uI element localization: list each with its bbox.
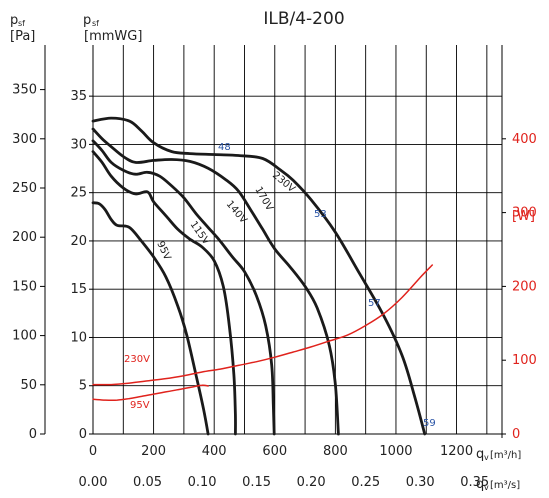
y-outer-symbol: p: [10, 13, 18, 28]
y-inner-tick-2: 10: [70, 330, 87, 345]
x-top-tick-2: 400: [202, 444, 227, 459]
x-top-subscript: v: [484, 453, 489, 462]
x-bottom-tick-1: 0.05: [133, 475, 162, 490]
plot-grid: [44, 45, 503, 438]
y-inner-tick-7: 35: [70, 89, 87, 104]
y-inner-tick-5: 25: [70, 186, 87, 201]
y-inner-symbol: p: [83, 13, 91, 28]
pressure-curve-140V: [91, 139, 276, 436]
x-bottom-tick-3: 0.15: [242, 475, 271, 490]
annotation-57: 57: [368, 298, 381, 309]
y-outer-subscript: sf: [18, 19, 25, 28]
y-outer-tick-4: 200: [12, 230, 37, 245]
x-top-tick-0: 0: [89, 444, 97, 459]
y-right-tick-1: 100: [512, 353, 537, 368]
chart-title: ILB/4-200: [263, 9, 344, 29]
y-right-unit: [W]: [512, 209, 535, 224]
x-bottom-unit-label: [m³/s]: [490, 480, 520, 491]
x-bottom-subscript: v: [484, 483, 489, 492]
x-top-symbol: q: [476, 447, 484, 462]
svg-text:p: p: [83, 13, 91, 28]
y-outer-tick-7: 350: [12, 83, 37, 98]
y-left-inner-header: p sf [mmWG]: [83, 13, 142, 44]
power-curve-95V: [92, 384, 209, 401]
pressure-curve-95V: [91, 201, 210, 436]
x-top-tick-1: 200: [141, 444, 166, 459]
x-bottom-tick-6: 0.30: [406, 475, 435, 490]
y-right-tick-2: 200: [512, 279, 537, 294]
y-outer-tick-6: 300: [12, 132, 37, 147]
x-bottom-tick-0: 0.00: [79, 475, 108, 490]
svg-text:q: q: [476, 477, 484, 492]
label-power-230v: 230V: [124, 354, 150, 365]
svg-text:p: p: [10, 13, 18, 28]
y-inner-unit: [mmWG]: [84, 29, 142, 44]
y-outer-tick-1: 50: [20, 378, 37, 393]
y-outer-tick-3: 150: [12, 279, 37, 294]
x-top-unit: q v [m³/h]: [476, 447, 521, 462]
label-170v: 170V: [252, 185, 275, 213]
annotation-59: 59: [423, 418, 436, 429]
y-left-outer-header: p sf [Pa]: [10, 13, 35, 44]
y-inner-tick-3: 15: [70, 282, 87, 297]
y-inner-tick-4: 20: [70, 234, 87, 249]
label-115v: 115V: [188, 219, 212, 247]
annotation-48: 48: [218, 142, 231, 153]
x-bottom-tick-7: 0.35: [460, 475, 489, 490]
y-inner-tick-1: 5: [79, 379, 87, 394]
y-right-tick-0: 0: [512, 427, 520, 442]
y-outer-tick-5: 250: [12, 181, 37, 196]
curves: [91, 116, 434, 436]
label-power-95v: 95V: [130, 400, 150, 411]
x-bottom-tick-4: 0.20: [297, 475, 326, 490]
y-outer-tick-0: 0: [29, 427, 37, 442]
y-outer-unit: [Pa]: [10, 29, 35, 44]
x-bottom-symbol: q: [476, 477, 484, 492]
label-95v: 95V: [154, 240, 172, 263]
y-outer-tick-2: 100: [12, 329, 37, 344]
x-bottom-tick-2: 0.10: [188, 475, 217, 490]
svg-text:q: q: [476, 447, 484, 462]
pressure-curve-115V: [91, 150, 237, 436]
pressure-curve-170V: [91, 127, 340, 436]
annotation-53: 53: [314, 209, 327, 220]
x-top-tick-3: 600: [262, 444, 287, 459]
x-top-unit-label: [m³/h]: [490, 450, 521, 461]
axis-ticks: 0501001502002503003500510152025303501002…: [12, 83, 537, 490]
y-inner-subscript: sf: [92, 19, 99, 28]
x-top-tick-5: 1000: [379, 444, 412, 459]
y-right-tick-4: 400: [512, 132, 537, 147]
y-right-tick-3: 300: [512, 206, 537, 221]
y-inner-tick-6: 30: [70, 137, 87, 152]
power-curve-230V: [92, 264, 434, 386]
x-bottom-tick-5: 0.25: [351, 475, 380, 490]
x-bottom-unit: q v [m³/s]: [476, 477, 520, 492]
pressure-curve-230V: [91, 116, 427, 436]
x-top-tick-4: 800: [323, 444, 348, 459]
x-top-tick-6: 1200: [440, 444, 473, 459]
y-inner-tick-0: 0: [79, 427, 87, 442]
